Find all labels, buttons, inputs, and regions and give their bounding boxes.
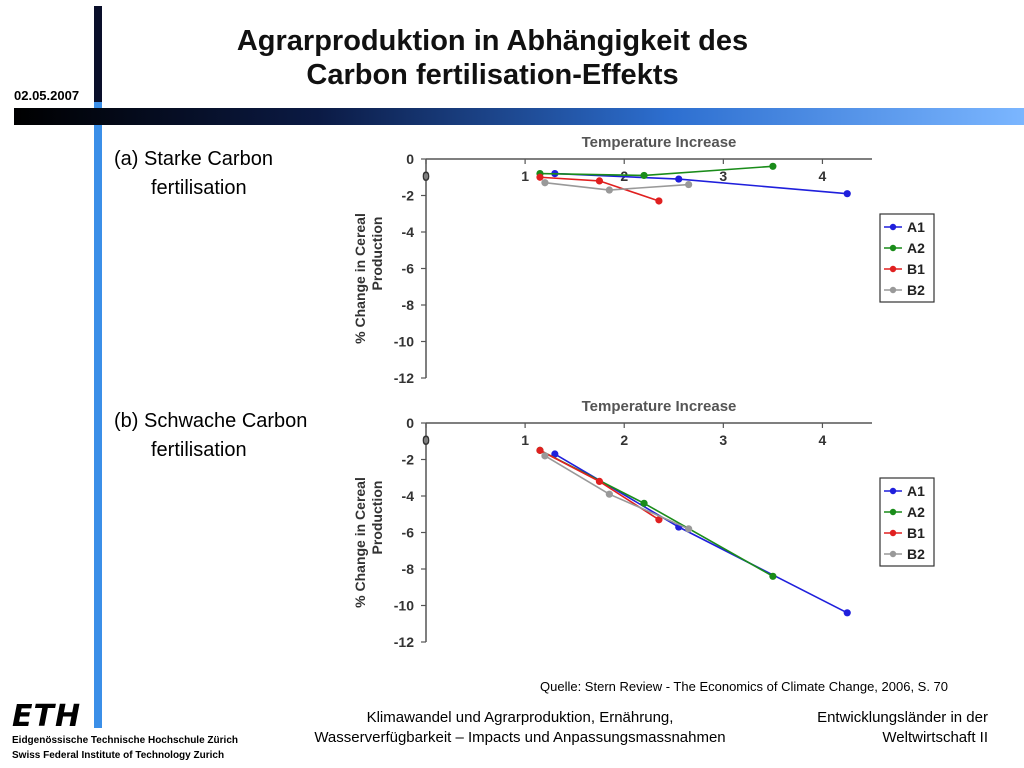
footer-lecture-title: Entwicklungsländer in der Weltwirtschaft…: [760, 708, 988, 748]
data-point-b1: [655, 197, 663, 205]
legend-label-a1: A1: [907, 483, 925, 499]
series-line-a1: [554, 453, 848, 614]
legend-marker-a1: [889, 223, 897, 231]
data-point-a2: [769, 162, 777, 170]
y-tick-label: -4: [402, 488, 415, 504]
y-tick-label: -10: [394, 334, 414, 350]
legend-marker-b2: [889, 286, 897, 294]
data-point-b1: [536, 446, 544, 454]
slide-title-line1: Agrarproduktion in Abhängigkeit des: [236, 25, 749, 57]
eth-logo-sub-german: Eidgenössische Technische Hochschule Zür…: [12, 735, 238, 746]
data-point-b2: [541, 179, 549, 187]
data-point-a1: [675, 175, 683, 183]
y-tick-label: -2: [402, 188, 415, 204]
data-point-b2: [605, 186, 613, 194]
data-point-a1: [843, 190, 851, 198]
y-tick-label: -4: [402, 224, 415, 240]
label-strong-fertilisation: (a) Starke Carbon fertilisation: [114, 145, 273, 203]
label-b-line2: fertilisation: [151, 439, 247, 461]
label-a-line1: (a) Starke Carbon: [114, 148, 273, 170]
slide-title: Agrarproduktion in Abhängigkeit des Carb…: [180, 24, 805, 92]
eth-logo: ETH Eidgenössische Technische Hochschule…: [12, 702, 262, 764]
data-point-a2: [640, 171, 648, 180]
y-tick-label: -6: [402, 525, 415, 541]
data-point-b2: [605, 490, 613, 498]
label-weak-fertilisation: (b) Schwache Carbon fertilisation: [114, 407, 307, 465]
y-tick-label: -2: [402, 452, 415, 468]
y-tick-label: -12: [394, 634, 414, 650]
data-point-a1: [551, 450, 559, 458]
x-tick-label: 3: [719, 168, 727, 184]
y-axis-label-line1: % Change in Cereal: [352, 213, 368, 344]
x-tick-label: 0: [422, 168, 430, 184]
data-point-b2: [685, 180, 693, 189]
legend-box: [879, 477, 935, 567]
data-point-b1: [595, 477, 604, 485]
y-tick-label: -12: [394, 370, 414, 386]
y-tick-label: -8: [402, 297, 415, 313]
y-tick-label: -8: [402, 561, 415, 577]
data-point-b2: [541, 452, 549, 460]
legend-marker-b1: [889, 529, 897, 537]
data-point-a2: [769, 572, 777, 580]
eth-logo-sub-english: Swiss Federal Institute of Technology Zu…: [12, 750, 225, 761]
data-point-b2: [685, 525, 693, 533]
x-tick-label: 0: [422, 432, 430, 448]
x-tick-label: 1: [521, 432, 529, 448]
vertical-blue-bar: [94, 102, 102, 728]
y-tick-label: -10: [394, 598, 414, 614]
series-line-b1: [539, 449, 660, 521]
source-citation: Quelle: Stern Review - The Economics of …: [540, 679, 949, 694]
footer-mid-line1: Klimawandel und Agrarproduktion, Ernähru…: [366, 709, 674, 726]
x-tick-label: 3: [719, 432, 727, 448]
legend-marker-b1: [889, 265, 897, 273]
x-tick-label: 4: [819, 432, 827, 448]
y-tick-label: 0: [406, 151, 414, 167]
y-axis-label-line2: Production: [369, 217, 385, 291]
legend-marker-a2: [889, 508, 897, 516]
legend-label-b2: B2: [907, 282, 925, 298]
y-tick-label: 0: [406, 415, 414, 431]
x-tick-label: 1: [521, 168, 529, 184]
data-point-b1: [655, 516, 663, 524]
x-tick-label: 2: [620, 432, 628, 448]
chart-title: Temperature Increase: [582, 398, 737, 415]
footer-mid-line2: Wasserverfügbarkeit – Impacts und Anpass…: [314, 729, 726, 746]
legend-box: [879, 213, 935, 303]
legend-marker-a1: [889, 487, 897, 495]
data-point-b1: [536, 173, 544, 181]
vertical-dark-bar: [94, 6, 102, 102]
chart-title: Temperature Increase: [582, 134, 737, 151]
eth-logo-text: ETH: [12, 699, 82, 734]
series-line-a2: [539, 165, 773, 177]
y-axis-label-line2: Production: [369, 481, 385, 555]
legend-label-b2: B2: [907, 546, 925, 562]
footer-right-line2: Weltwirtschaft II: [882, 729, 988, 746]
x-tick-label: 4: [819, 168, 827, 184]
y-axis-label-line1: % Change in Cereal: [352, 477, 368, 608]
legend-marker-b2: [889, 550, 897, 558]
legend-label-a2: A2: [907, 504, 925, 520]
slide-title-line2: Carbon fertilisation-Effekts: [306, 59, 679, 91]
legend-label-b1: B1: [907, 525, 925, 541]
data-point-b1: [595, 177, 604, 185]
header-gradient-bar: [14, 108, 1024, 125]
label-b-line1: (b) Schwache Carbon: [114, 410, 308, 432]
y-tick-label: -6: [402, 261, 415, 277]
footer-course-title: Klimawandel und Agrarproduktion, Ernähru…: [270, 708, 770, 748]
legend-label-a2: A2: [907, 240, 925, 256]
legend-label-a1: A1: [907, 219, 925, 235]
chart-weak-fertilisation: Temperature Increase 0 -2 -4 -6 -8 -10 -12 0 1 2 3 4…: [352, 398, 935, 650]
data-point-a2: [640, 499, 648, 507]
slide-date: 02.05.2007: [14, 88, 80, 103]
footer-right-line1: Entwicklungsländer in der: [817, 709, 988, 726]
label-a-line2: fertilisation: [151, 177, 247, 199]
legend-marker-a2: [889, 244, 897, 252]
data-point-a1: [843, 609, 851, 617]
legend-label-b1: B1: [907, 261, 925, 277]
